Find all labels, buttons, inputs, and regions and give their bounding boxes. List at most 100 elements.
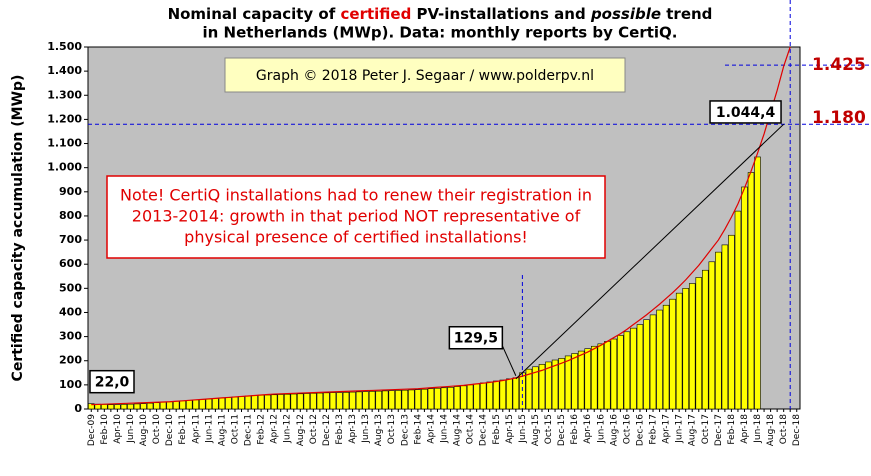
title-part: trend (661, 5, 712, 23)
bar (120, 404, 128, 410)
y-tick-label: 800 (59, 209, 82, 222)
bar (355, 391, 363, 410)
bar (368, 391, 376, 410)
x-tick-label: Jun-14 (440, 414, 450, 444)
bar (114, 404, 121, 410)
reference-label: 1.425 (812, 55, 866, 75)
bar (362, 391, 369, 410)
title-part: certified (341, 5, 412, 23)
x-tick-label: Aug-14 (453, 414, 463, 447)
bar (336, 392, 343, 410)
value-label: 129,5 (454, 331, 498, 347)
bar (395, 390, 402, 410)
bar (551, 359, 559, 410)
bar (270, 394, 278, 410)
x-tick-label: Aug-17 (688, 414, 698, 446)
bar (734, 210, 742, 410)
bar (486, 381, 493, 410)
x-tick-label: Dec-16 (635, 414, 645, 446)
bar (166, 401, 173, 410)
x-tick-label: Dec-17 (714, 414, 724, 446)
bar (205, 398, 213, 410)
bar (349, 391, 356, 410)
bar (453, 386, 461, 410)
bar (721, 244, 729, 410)
x-tick-label: Apr-17 (662, 414, 672, 444)
bar (623, 331, 631, 410)
bar (512, 377, 520, 410)
x-tick-label: Oct-16 (622, 414, 632, 445)
x-tick-label: Aug-18 (766, 414, 776, 447)
bar (146, 402, 154, 410)
y-tick-label: 1.200 (47, 112, 82, 125)
trend-line (91, 46, 791, 406)
x-tick-label: Apr-15 (505, 414, 515, 444)
x-tick-label: Aug-11 (217, 414, 227, 446)
bar (225, 397, 232, 410)
bar (656, 309, 663, 410)
bar (153, 402, 160, 410)
label-pointer (501, 345, 517, 376)
bar (643, 319, 650, 410)
copyright: Graph © 2018 Peter J. Segaar / www.polde… (256, 68, 594, 84)
bar (186, 400, 193, 410)
bar (342, 392, 350, 410)
x-tick-label: Oct-14 (466, 414, 476, 445)
x-tick-label: Feb-18 (727, 414, 737, 445)
y-tick-label: 700 (59, 233, 82, 246)
bar (401, 389, 409, 410)
bar (525, 368, 533, 410)
x-tick-label: Jun-16 (596, 414, 606, 444)
y-axis-label: Certified capacity accumulation (MWp) (10, 75, 26, 382)
note-line: physical presence of certified installat… (184, 228, 528, 247)
bar (715, 251, 722, 410)
bar (290, 393, 298, 410)
y-tick-label: 1.000 (47, 161, 82, 174)
x-tick-label: Jun-11 (204, 414, 214, 444)
title-part: Nominal capacity of (168, 5, 341, 23)
bar (558, 358, 565, 410)
bar (747, 172, 755, 410)
chart-subtitle: in Netherlands (MWp). Data: monthly repo… (203, 24, 678, 42)
bar (460, 385, 467, 410)
chart-title: Nominal capacity of certified PV-install… (168, 5, 713, 23)
bar (283, 393, 291, 410)
x-tick-label: Apr-12 (270, 414, 280, 444)
bar (421, 388, 428, 410)
x-tick-label: Aug-12 (296, 414, 306, 446)
y-tick-label: 600 (59, 257, 82, 270)
copyright-box (224, 57, 626, 93)
bar (381, 390, 389, 410)
bar (597, 343, 605, 410)
bar (440, 387, 448, 410)
bar (408, 389, 415, 410)
value-label-box (448, 325, 504, 350)
bar (695, 277, 702, 410)
bar (257, 394, 265, 410)
y-tick-label: 1.300 (47, 88, 82, 101)
bar (434, 387, 441, 410)
bar (538, 364, 546, 410)
bar (479, 382, 487, 410)
bar (571, 353, 578, 410)
bar (577, 350, 585, 410)
bar (662, 304, 670, 410)
bar (669, 298, 676, 410)
x-tick-label: Oct-12 (309, 414, 319, 444)
bar (493, 380, 500, 410)
reference-label: 1.180 (812, 108, 866, 128)
value-label-box (709, 100, 782, 124)
bar (388, 390, 395, 410)
x-tick-label: Jun-10 (126, 414, 136, 444)
bar (564, 355, 572, 410)
bar (466, 384, 474, 410)
bar (192, 399, 200, 410)
bar (414, 389, 422, 410)
bar (244, 395, 252, 410)
x-tick-label: Oct-17 (701, 414, 711, 444)
bar (127, 403, 134, 410)
title-part: PV-installations and (411, 5, 591, 23)
bar (329, 392, 337, 410)
y-tick-label: 200 (59, 354, 82, 367)
